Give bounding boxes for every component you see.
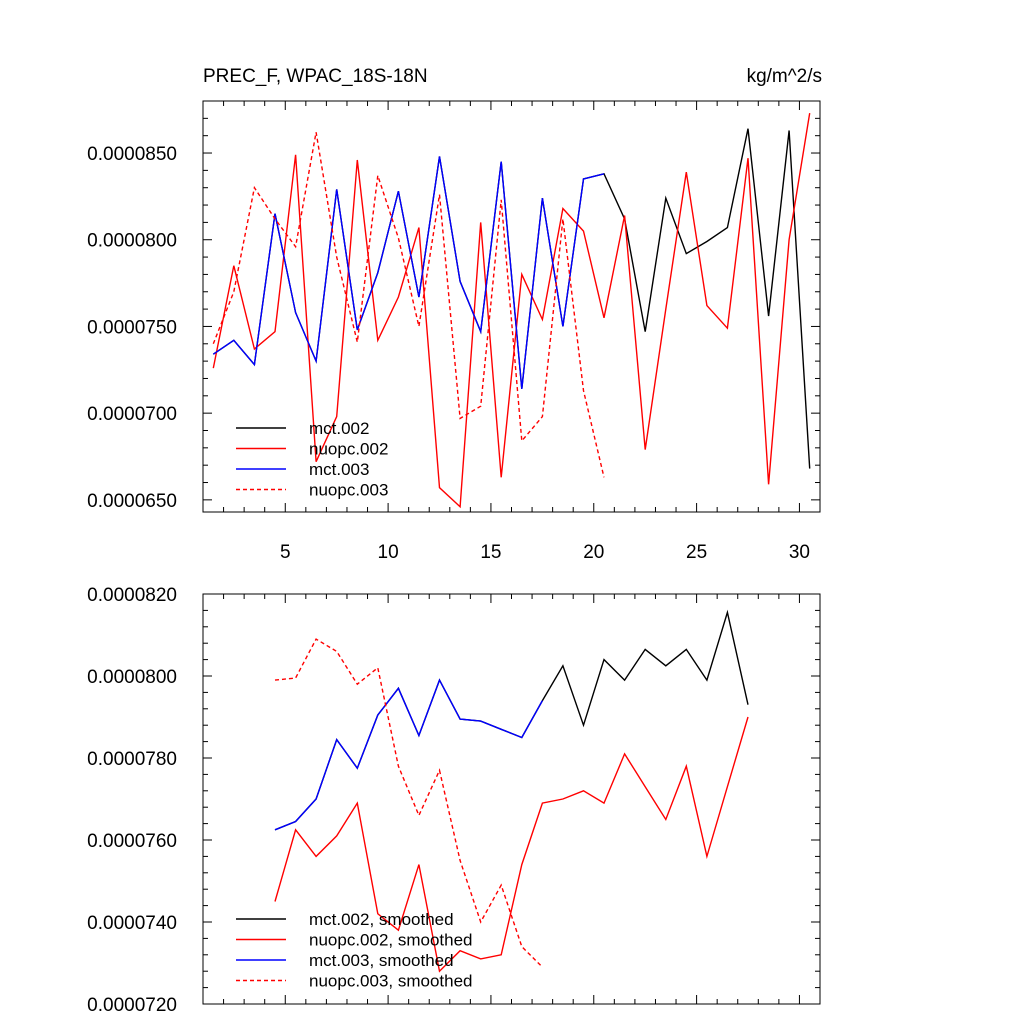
legend-label: mct.003, smoothed — [309, 951, 454, 970]
y-tick-label: 0.0000650 — [87, 491, 177, 512]
bottom-panel: 0.0000720 0.0000740 0.0000760 0.0000780 0.00… — [87, 585, 821, 1016]
y-tick-label: 0.0000740 — [87, 913, 177, 934]
y-tick-label: 0.0000760 — [87, 831, 177, 852]
series-line-nuopc-003-smoothed — [274, 638, 543, 968]
x-tick-label: 30 — [789, 542, 810, 563]
x-tick-label: 25 — [686, 542, 707, 563]
series-line-mct-003 — [212, 156, 605, 389]
series-line-nuopc-002-smoothed — [274, 716, 749, 973]
y-tick-label: 0.0000780 — [87, 749, 177, 770]
x-tick-label: 10 — [378, 542, 399, 563]
legend-label: nuopc.002 — [309, 440, 388, 459]
series-line-mct-003-smoothed — [274, 678, 544, 831]
y-tick-label: 0.0000700 — [87, 404, 177, 425]
legend-label: mct.002, smoothed — [309, 910, 454, 929]
legend-label: nuopc.003, smoothed — [309, 972, 473, 991]
legend-label: nuopc.002, smoothed — [309, 931, 473, 950]
legend-label: nuopc.003 — [309, 481, 388, 500]
series-line-nuopc-002 — [212, 112, 811, 509]
x-tick-label: 20 — [583, 542, 604, 563]
plot-frame — [202, 593, 821, 1005]
y-tick-label: 0.0000850 — [87, 144, 177, 165]
x-tick-label: 15 — [480, 542, 501, 563]
y-tick-label: 0.0000820 — [87, 585, 177, 606]
x-tick-label: 5 — [280, 542, 291, 563]
series-line-mct-002 — [212, 128, 811, 469]
legend-label: mct.003 — [309, 460, 369, 479]
y-tick-label: 0.0000750 — [87, 317, 177, 338]
y-tick-label: 0.0000800 — [87, 667, 177, 688]
legend-label: mct.002 — [309, 419, 369, 438]
units-label: kg/m^2/s — [747, 66, 822, 87]
y-tick-label: 0.0000720 — [87, 995, 177, 1016]
chart-title: PREC_F, WPAC_18S-18N — [203, 66, 428, 87]
series-line-nuopc-003 — [212, 132, 605, 478]
y-tick-label: 0.0000800 — [87, 231, 177, 252]
top-panel: PREC_F, WPAC_18S-18N kg/m^2/s 5 10 15 20 25 3… — [87, 66, 822, 563]
series-line-mct-002-smoothed — [274, 609, 749, 831]
